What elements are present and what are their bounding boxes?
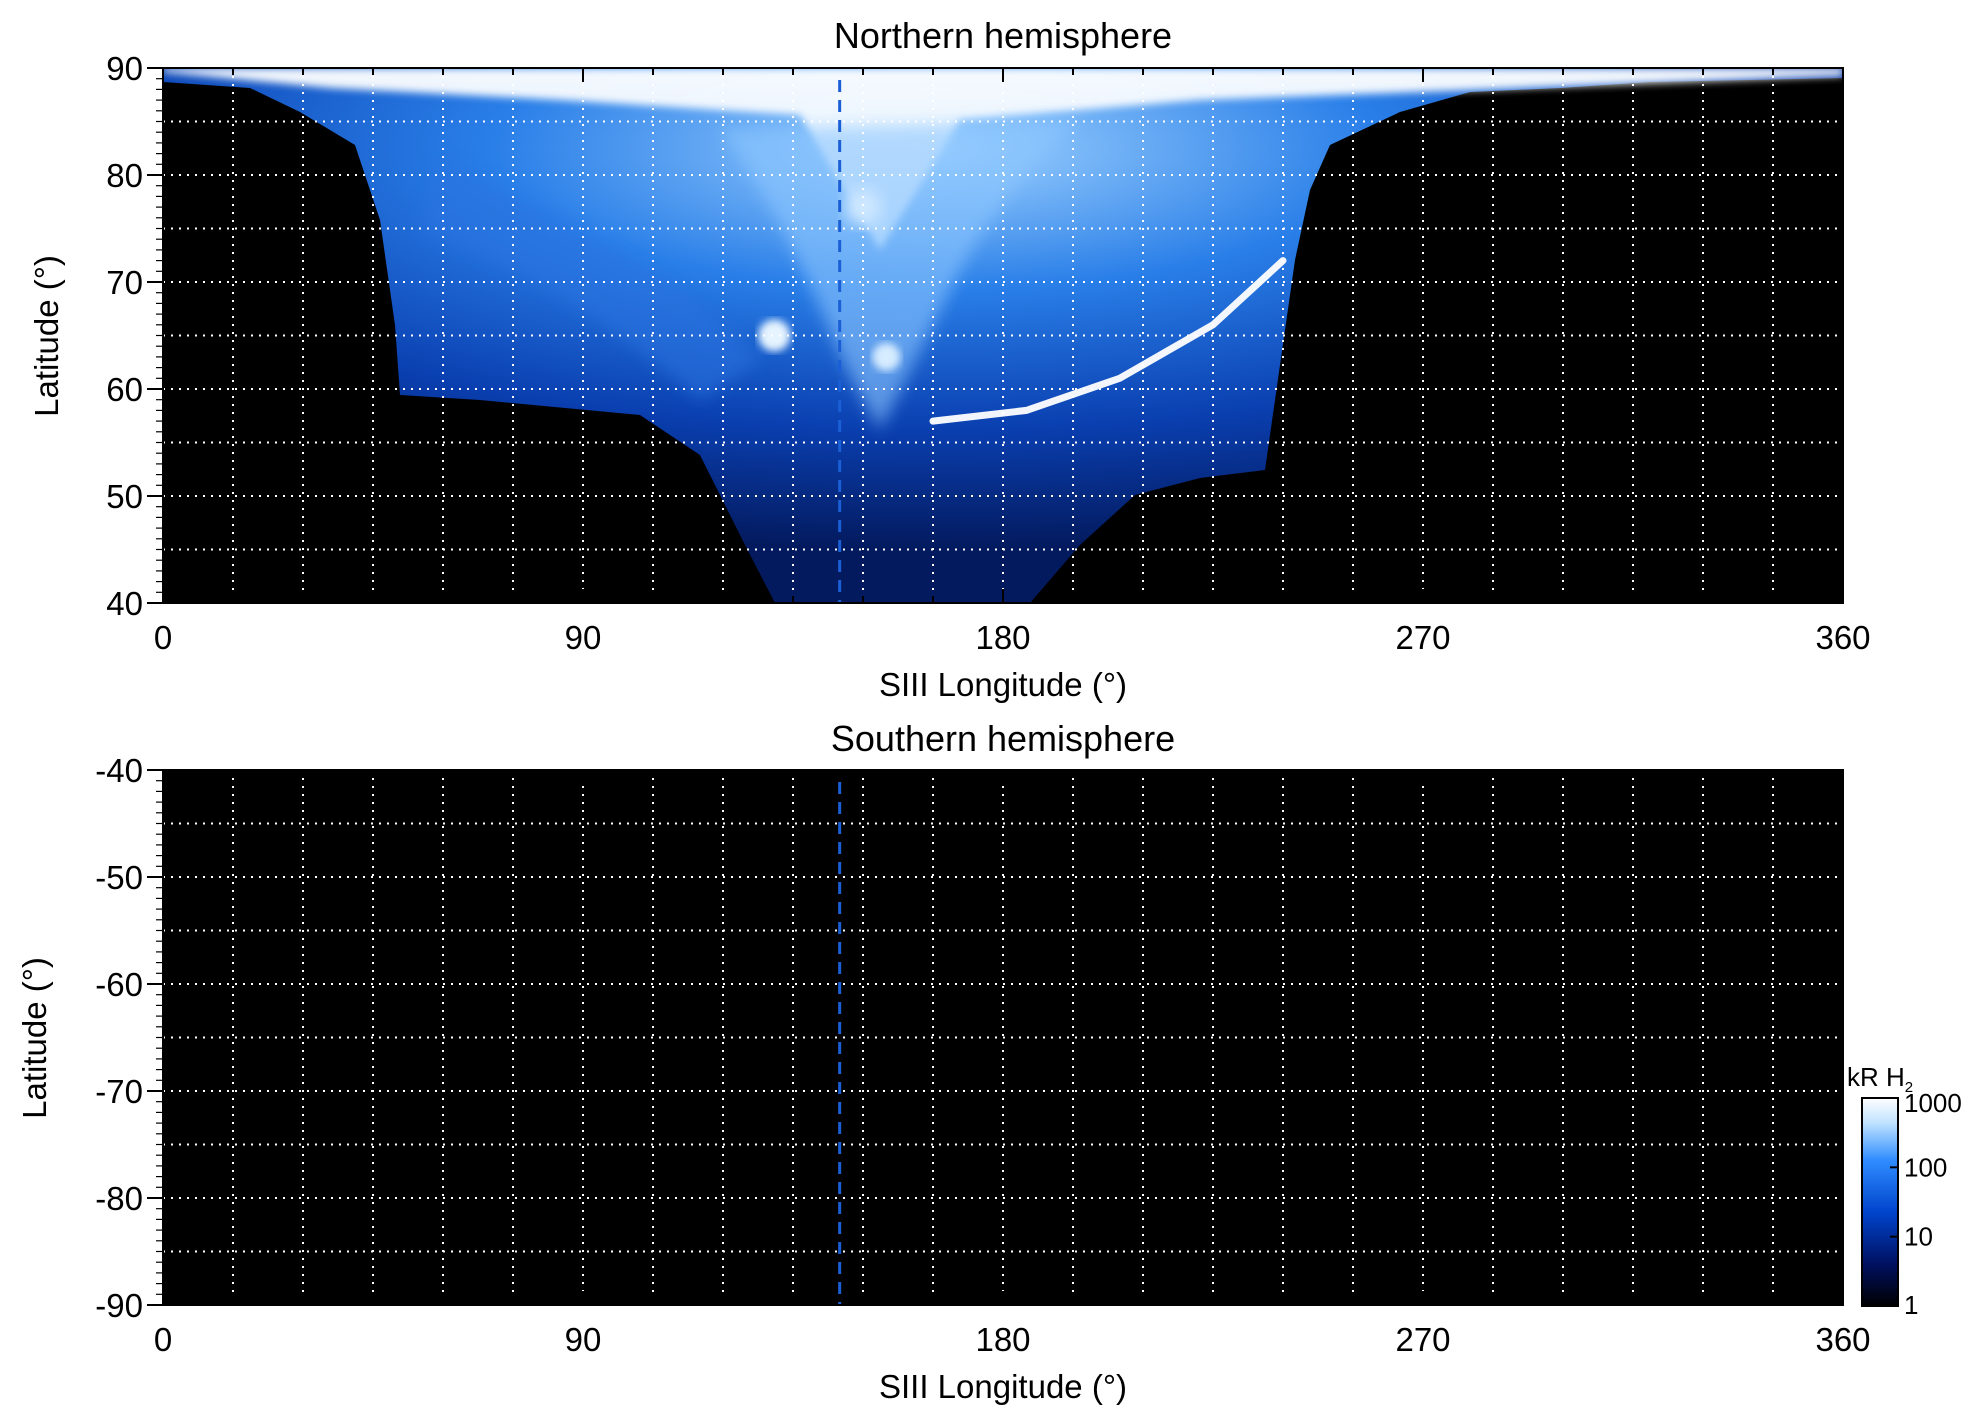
northern-axes: 0 90 180 270 360 40 50 60 70 80 90 <box>106 50 1870 656</box>
northern-main-arc <box>929 257 1287 425</box>
southern-x-tick-label: 180 <box>975 1321 1030 1358</box>
southern-x-tick-label: 0 <box>154 1321 172 1358</box>
colorbar-tick-label: 100 <box>1904 1152 1947 1182</box>
northern-xlabel: SIII Longitude (°) <box>879 666 1127 703</box>
colorbar-tick-label: 1000 <box>1904 1088 1962 1118</box>
southern-y-tick-label: -40 <box>95 752 143 789</box>
colorbar-ticks: 1000 100 10 1 <box>1890 1088 1962 1320</box>
southern-y-tick-label: -60 <box>95 966 143 1003</box>
southern-y-tick-label: -80 <box>95 1180 143 1217</box>
northern-diffuse-band <box>420 160 760 400</box>
northern-x-tick-label: 270 <box>1395 619 1450 656</box>
northern-ylabel: Latitude (°) <box>28 255 65 417</box>
northern-x-tick-label: 90 <box>565 619 602 656</box>
southern-x-tick-label: 270 <box>1395 1321 1450 1358</box>
northern-panel: Northern hemisphere 0 90 180 270 360 40 50 60 70… <box>28 15 1871 703</box>
northern-x-tick-label: 180 <box>975 619 1030 656</box>
colorbar-label-main: kR H <box>1847 1062 1905 1092</box>
northern-polar-white-cap <box>163 68 1843 250</box>
colorbar: kR H2 1000 100 10 1 <box>1847 1062 1962 1320</box>
northern-y-tick-label: 70 <box>106 264 143 301</box>
northern-grid <box>163 68 1843 603</box>
southern-x-tick-label: 360 <box>1815 1321 1870 1358</box>
northern-y-tick-label: 60 <box>106 371 143 408</box>
northern-y-tick-label: 50 <box>106 478 143 515</box>
southern-panel: Southern hemisphere 0 90 180 270 360 -40 -50 -6… <box>16 718 1871 1405</box>
colorbar-tick-label: 10 <box>1904 1222 1933 1252</box>
northern-title: Northern hemisphere <box>834 15 1172 56</box>
southern-axes: 0 90 180 270 360 -40 -50 -60 -70 -80 -90 <box>95 752 1870 1358</box>
southern-y-tick-label: -50 <box>95 859 143 896</box>
northern-y-tick-label: 90 <box>106 50 143 87</box>
southern-ylabel: Latitude (°) <box>16 957 53 1119</box>
colorbar-tick-label: 1 <box>1904 1290 1918 1320</box>
northern-bright-spot <box>758 319 791 352</box>
northern-y-tick-label: 80 <box>106 157 143 194</box>
southern-x-tick-label: 90 <box>565 1321 602 1358</box>
colorbar-gradient <box>1861 1097 1899 1307</box>
southern-title: Southern hemisphere <box>831 718 1175 759</box>
northern-bright-spot <box>872 342 901 371</box>
northern-swirl-region <box>720 120 1080 430</box>
northern-y-tick-label: 40 <box>106 585 143 622</box>
colorbar-label: kR H2 <box>1847 1062 1913 1096</box>
colorbar-label-subscript: 2 <box>1905 1079 1913 1096</box>
northern-bright-spot <box>845 189 881 226</box>
northern-x-tick-label: 0 <box>154 619 172 656</box>
southern-xlabel: SIII Longitude (°) <box>879 1368 1127 1405</box>
northern-x-tick-label: 360 <box>1815 619 1870 656</box>
southern-y-tick-label: -70 <box>95 1073 143 1110</box>
southern-y-tick-label: -90 <box>95 1287 143 1324</box>
southern-grid <box>163 770 1843 1305</box>
